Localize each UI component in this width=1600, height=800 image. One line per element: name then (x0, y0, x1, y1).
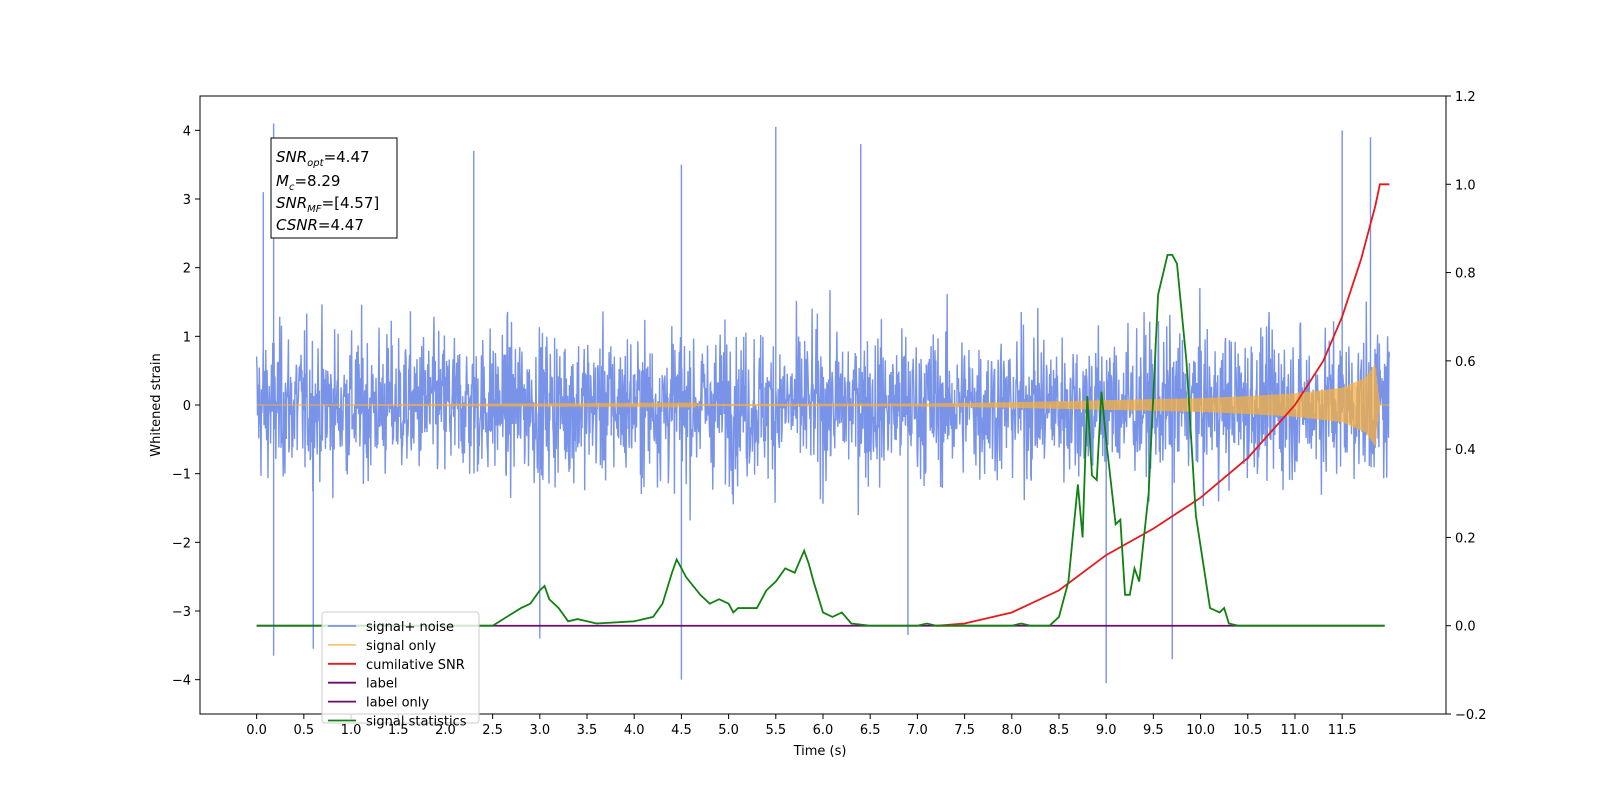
y-right-tick-label: 0.8 (1455, 267, 1476, 282)
x-tick-label: 5.0 (718, 723, 739, 738)
y-left-tick-label: 3 (183, 193, 191, 208)
annotation-snr-opt: SNRopt=4.47 (276, 148, 370, 169)
y-left-tick-label: 2 (183, 262, 191, 277)
annotation-box: SNRopt=4.47 Mc=8.29 SNRMF=[4.57] CSNR=4.… (270, 137, 398, 239)
legend-entry: label (366, 677, 397, 692)
y-left-tick-label: −2 (172, 536, 191, 551)
x-tick-label: 6.0 (813, 723, 834, 738)
legend: signal+ noise signal only cumilative SNR la… (321, 611, 480, 730)
y-right-tick-label: 0.2 (1455, 531, 1476, 546)
legend-frame (321, 611, 480, 724)
x-tick-label: 3.5 (577, 723, 598, 738)
y-right-tick-label: 0.0 (1455, 620, 1476, 635)
y-right-tick-label: 1.0 (1455, 178, 1476, 193)
x-tick-label: 4.5 (671, 723, 692, 738)
y-left-tick-label: 0 (183, 399, 191, 414)
y-axis-right: −0.2 0.0 0.2 0.4 0.6 0.8 1.0 1.2 (1446, 90, 1487, 723)
y-left-tick-label: 4 (183, 124, 191, 139)
annotation-snr-mf: SNRMF=[4.57] (276, 194, 379, 215)
x-tick-label: 2.0 (435, 723, 456, 738)
y-left-tick-label: −1 (172, 468, 191, 483)
series-signal-statistics (256, 254, 1385, 627)
y-axis-left: −4 −3 −2 −1 0 1 2 3 4 (172, 124, 200, 689)
legend-entry: signal+ noise (366, 620, 454, 635)
x-tick-label: 4.0 (624, 723, 645, 738)
x-tick-label: 3.0 (529, 723, 550, 738)
x-axis-title: Time (s) (793, 744, 847, 759)
x-tick-label: 1.5 (388, 723, 409, 738)
x-tick-label: 11.5 (1328, 723, 1357, 738)
y-left-tick-label: 1 (183, 330, 191, 345)
legend-entry: signal statistics (366, 715, 467, 730)
y-right-tick-label: −0.2 (1455, 708, 1487, 723)
y-left-tick-label: −4 (172, 674, 191, 689)
x-tick-label: 8.0 (1001, 723, 1022, 738)
y-right-tick-label: 0.4 (1455, 443, 1476, 458)
x-tick-label: 2.5 (482, 723, 503, 738)
y-axis-title: Whitened strain (149, 353, 164, 456)
annotation-csnr: CSNR=4.47 (276, 216, 364, 234)
x-tick-label: 0.5 (293, 723, 314, 738)
x-tick-label: 5.5 (765, 723, 786, 738)
legend-entry: cumilative SNR (366, 658, 465, 673)
annotation-mc: Mc=8.29 (276, 172, 340, 193)
series-cumulative-snr (936, 183, 1390, 627)
legend-entry: signal only (366, 639, 436, 654)
x-tick-label: 1.0 (341, 723, 362, 738)
series-signal-only (256, 364, 1390, 447)
x-tick-label: 8.5 (1049, 723, 1070, 738)
y-right-tick-label: 0.6 (1455, 355, 1476, 370)
legend-entry: label only (366, 696, 429, 711)
x-tick-label: 0.0 (246, 723, 267, 738)
x-tick-label: 11.0 (1280, 723, 1309, 738)
x-tick-label: 9.0 (1096, 723, 1117, 738)
x-tick-label: 7.5 (954, 723, 975, 738)
x-tick-label: 7.0 (907, 723, 928, 738)
x-tick-label: 10.0 (1186, 723, 1215, 738)
y-right-tick-label: 1.2 (1455, 90, 1476, 105)
x-tick-label: 6.5 (860, 723, 881, 738)
y-left-tick-label: −3 (172, 605, 191, 620)
x-axis: 0.0 0.5 1.0 1.5 2.0 2.5 3.0 3.5 4.0 4.5 5.0 5.5 6.0 6… (246, 714, 1357, 738)
x-tick-label: 10.5 (1233, 723, 1262, 738)
x-tick-label: 9.5 (1143, 723, 1164, 738)
series-layer (255, 123, 1391, 684)
